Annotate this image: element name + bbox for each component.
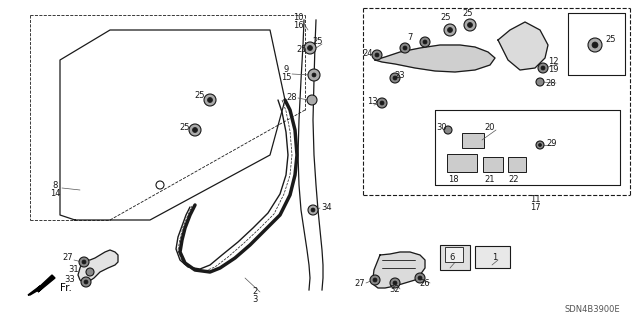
Text: 9: 9 bbox=[284, 65, 289, 75]
Text: 27: 27 bbox=[63, 254, 74, 263]
Text: 14: 14 bbox=[50, 189, 60, 197]
Text: 28: 28 bbox=[546, 78, 556, 87]
Circle shape bbox=[420, 37, 430, 47]
Circle shape bbox=[538, 144, 541, 146]
Text: 25: 25 bbox=[297, 46, 307, 55]
Text: 2: 2 bbox=[252, 287, 258, 296]
Text: 26: 26 bbox=[420, 278, 430, 287]
Text: 1: 1 bbox=[492, 254, 498, 263]
Circle shape bbox=[373, 278, 377, 282]
Text: 34: 34 bbox=[322, 204, 332, 212]
Circle shape bbox=[189, 124, 201, 136]
Circle shape bbox=[370, 275, 380, 285]
Text: 25: 25 bbox=[313, 38, 323, 47]
Circle shape bbox=[86, 268, 94, 276]
Text: 15: 15 bbox=[281, 73, 291, 83]
Circle shape bbox=[375, 53, 379, 57]
Text: 31: 31 bbox=[68, 265, 79, 275]
Text: 25: 25 bbox=[605, 35, 616, 44]
Text: 24: 24 bbox=[363, 48, 373, 57]
Bar bbox=[475, 246, 510, 268]
Text: 10: 10 bbox=[292, 13, 303, 23]
Circle shape bbox=[393, 76, 397, 80]
Circle shape bbox=[447, 27, 452, 33]
Circle shape bbox=[312, 73, 316, 77]
Circle shape bbox=[536, 78, 544, 86]
Text: 25: 25 bbox=[195, 92, 205, 100]
Text: 16: 16 bbox=[292, 21, 303, 31]
Text: 11: 11 bbox=[530, 196, 540, 204]
Circle shape bbox=[82, 260, 86, 264]
Circle shape bbox=[193, 128, 198, 132]
Circle shape bbox=[304, 42, 316, 54]
Polygon shape bbox=[373, 252, 425, 288]
Text: 30: 30 bbox=[436, 123, 447, 132]
Bar bbox=[483, 157, 503, 172]
Bar bbox=[462, 133, 484, 148]
Text: 25: 25 bbox=[441, 13, 451, 23]
Circle shape bbox=[307, 46, 312, 50]
Text: 21: 21 bbox=[484, 174, 495, 183]
Circle shape bbox=[393, 281, 397, 285]
Circle shape bbox=[308, 205, 318, 215]
Circle shape bbox=[307, 95, 317, 105]
Text: 3: 3 bbox=[252, 295, 258, 305]
Circle shape bbox=[390, 278, 400, 288]
Circle shape bbox=[380, 101, 384, 105]
Text: 33: 33 bbox=[65, 276, 76, 285]
Text: 17: 17 bbox=[530, 204, 540, 212]
Polygon shape bbox=[375, 45, 495, 72]
Circle shape bbox=[400, 43, 410, 53]
Polygon shape bbox=[498, 22, 548, 70]
Circle shape bbox=[444, 24, 456, 36]
Text: 27: 27 bbox=[355, 278, 365, 287]
Text: 25: 25 bbox=[180, 122, 190, 131]
Circle shape bbox=[588, 38, 602, 52]
Circle shape bbox=[308, 69, 320, 81]
Circle shape bbox=[79, 257, 89, 267]
Text: 29: 29 bbox=[547, 138, 557, 147]
Circle shape bbox=[536, 141, 544, 149]
Text: 13: 13 bbox=[367, 98, 378, 107]
Polygon shape bbox=[28, 275, 55, 295]
Bar bbox=[508, 157, 526, 172]
Text: 19: 19 bbox=[548, 65, 558, 75]
Text: 7: 7 bbox=[407, 33, 413, 42]
Text: 12: 12 bbox=[548, 57, 558, 66]
Bar bbox=[447, 154, 477, 172]
Circle shape bbox=[84, 280, 88, 284]
Text: 32: 32 bbox=[390, 286, 400, 294]
Text: Fr.: Fr. bbox=[60, 283, 72, 293]
Circle shape bbox=[204, 94, 216, 106]
Circle shape bbox=[541, 66, 545, 70]
Circle shape bbox=[207, 98, 212, 102]
Circle shape bbox=[372, 50, 382, 60]
Text: 23: 23 bbox=[395, 71, 405, 80]
Bar bbox=[440, 245, 470, 270]
Text: 18: 18 bbox=[448, 174, 458, 183]
Circle shape bbox=[444, 126, 452, 134]
Circle shape bbox=[415, 273, 425, 283]
Text: 25: 25 bbox=[463, 9, 473, 18]
Circle shape bbox=[390, 73, 400, 83]
Text: 20: 20 bbox=[484, 122, 495, 131]
Circle shape bbox=[377, 98, 387, 108]
Text: SDN4B3900E: SDN4B3900E bbox=[564, 306, 620, 315]
Text: 6: 6 bbox=[449, 253, 454, 262]
Circle shape bbox=[423, 40, 427, 44]
Circle shape bbox=[81, 277, 91, 287]
Text: 22: 22 bbox=[509, 174, 519, 183]
Circle shape bbox=[538, 63, 548, 73]
Text: 28: 28 bbox=[287, 93, 298, 102]
Circle shape bbox=[418, 276, 422, 280]
Circle shape bbox=[464, 19, 476, 31]
Text: 8: 8 bbox=[52, 181, 58, 189]
Circle shape bbox=[467, 23, 472, 27]
Circle shape bbox=[311, 208, 315, 212]
Circle shape bbox=[403, 46, 407, 50]
Bar bbox=[445, 247, 463, 262]
Circle shape bbox=[592, 42, 598, 48]
Polygon shape bbox=[78, 250, 118, 283]
